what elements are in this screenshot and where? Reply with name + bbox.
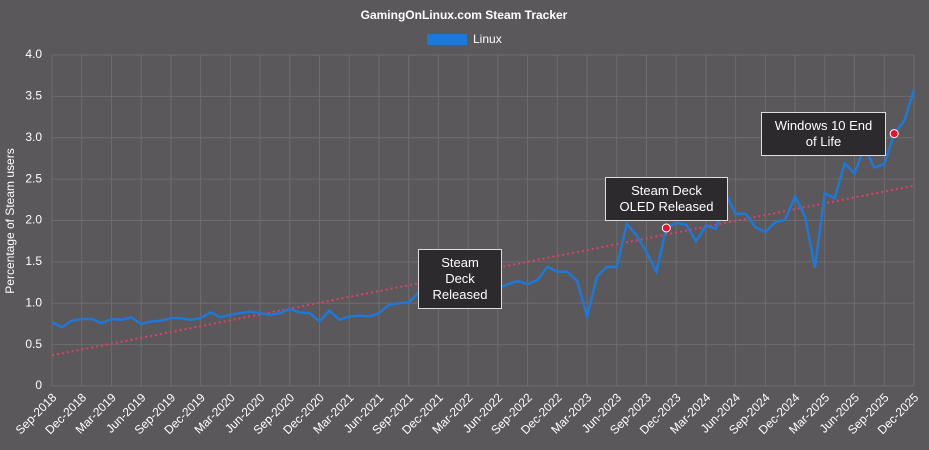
y-tick-label: 2.0 bbox=[25, 213, 42, 227]
annotation: Steam Deck OLED Released bbox=[605, 177, 728, 221]
annotation: Steam Deck Released bbox=[418, 249, 502, 309]
y-axis-label: Percentage of Steam users bbox=[3, 148, 17, 293]
legend-swatch bbox=[427, 34, 467, 45]
y-tick-label: 0.5 bbox=[25, 337, 42, 351]
y-tick-label: 0 bbox=[35, 378, 42, 392]
y-tick-label: 3.0 bbox=[25, 130, 42, 144]
annotation-marker bbox=[661, 223, 671, 233]
y-tick-label: 3.5 bbox=[25, 89, 42, 103]
chart-title: GamingOnLinux.com Steam Tracker bbox=[361, 8, 568, 22]
legend-label: Linux bbox=[473, 32, 502, 46]
y-tick-label: 2.5 bbox=[25, 171, 42, 185]
y-tick-label: 4.0 bbox=[25, 47, 42, 61]
y-tick-label: 1.5 bbox=[25, 254, 42, 268]
annotation: Windows 10 End of Life bbox=[761, 112, 886, 156]
y-tick-label: 1.0 bbox=[25, 295, 42, 309]
trendline bbox=[51, 184, 915, 357]
annotation-marker bbox=[889, 129, 899, 139]
